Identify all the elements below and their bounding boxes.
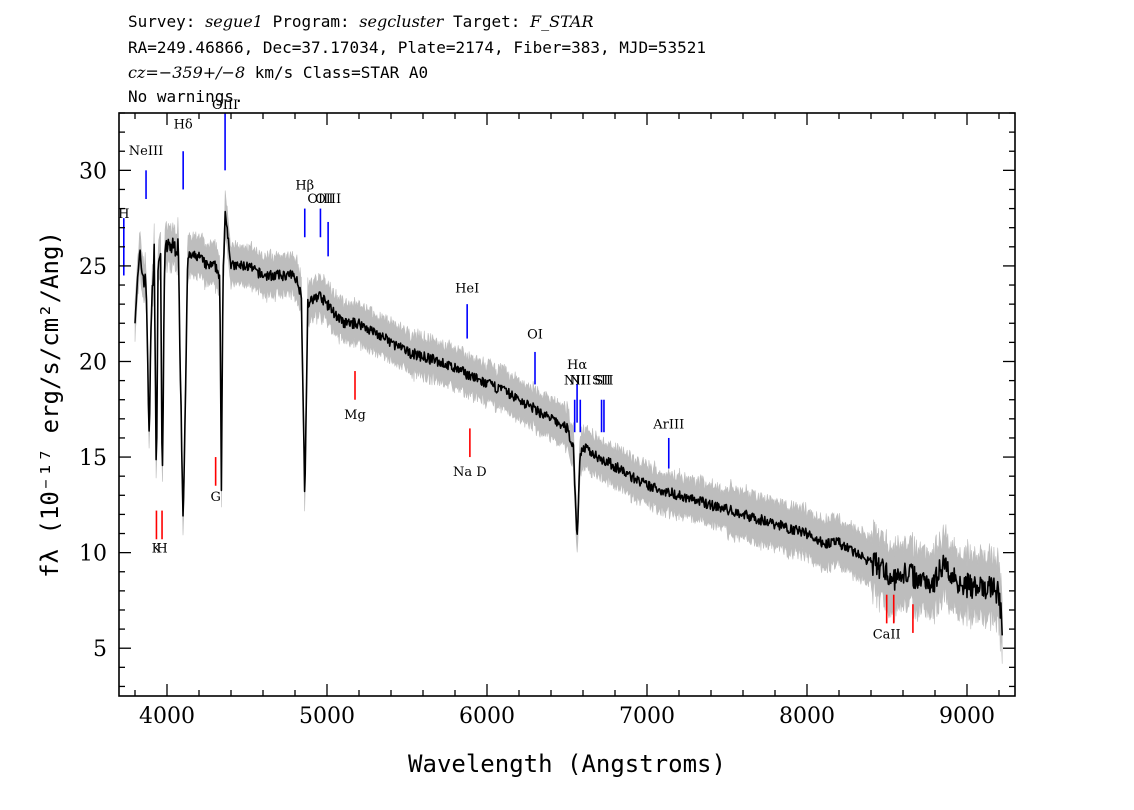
line-marker-label: ArIII [652, 417, 684, 432]
line-marker-label: H [118, 207, 129, 222]
axis-ticks: 4000 5000 6000 7000 8000 9000 5 10 15 20 25 30 [79, 112, 1015, 729]
line-marker-label: NII [569, 373, 591, 388]
target-value: F_STAR [530, 12, 594, 31]
line-marker-label: OIII [315, 192, 341, 207]
header-line-1: Survey: segue1 Program: segcluster Targe… [128, 12, 594, 32]
x-tick-label: 7000 [619, 704, 675, 729]
target-label: Target: [443, 12, 531, 31]
line-marker-label: NeIII [129, 144, 163, 159]
line-marker-label: Hα [567, 358, 587, 373]
y-tick-label: 25 [79, 255, 107, 280]
line-marker-label: SII [594, 373, 613, 388]
line-marker-label: Hδ [174, 117, 193, 132]
x-tick-label: 6000 [459, 704, 515, 729]
redshift-value: cz=−359+/−8 [128, 63, 246, 82]
x-tick-label: 5000 [299, 704, 355, 729]
program-label: Program: [262, 12, 360, 31]
survey-value: segue1 [205, 12, 263, 31]
survey-label: Survey: [128, 12, 206, 31]
y-tick-label: 15 [79, 446, 107, 471]
line-marker-label: G [210, 490, 220, 505]
line-marker-label: Na D [453, 465, 487, 480]
line-marker-label: Hβ [295, 178, 314, 193]
y-tick-label: 10 [79, 542, 107, 567]
line-marker-label: Mg [344, 408, 366, 423]
header-line-4: No warnings. [128, 87, 244, 106]
x-axis-label: Wavelength (Angstroms) [408, 750, 726, 778]
flux-layer [134, 210, 1003, 636]
line-marker-label: H [156, 542, 167, 557]
header-line-2: RA=249.46866, Dec=37.17034, Plate=2174, … [128, 38, 706, 57]
line-marker-label: NII [564, 373, 586, 388]
line-marker-label: OI [527, 328, 543, 343]
plot-frame [118, 112, 1016, 697]
x-tick-label: 4000 [139, 704, 195, 729]
line-marker-label: K [152, 542, 162, 557]
spectrum-header: Survey: segue1 Program: segcluster Targe… [0, 0, 1134, 112]
line-marker-label: OIII [307, 192, 333, 207]
error-band-area [134, 190, 1003, 664]
line-marker-label: SII [592, 373, 611, 388]
x-tick-label: 9000 [939, 704, 995, 729]
x-tick-label: 8000 [779, 704, 835, 729]
error-band [134, 190, 1003, 664]
line-marker-label: OIII [212, 98, 238, 113]
line-marker-label: CaII [873, 628, 901, 643]
program-value: segcluster [359, 12, 444, 31]
y-tick-label: 5 [93, 637, 107, 662]
y-tick-label: 30 [79, 159, 107, 184]
y-axis-label: fλ (10⁻¹⁷ erg/s/cm²/Ang) [36, 231, 64, 578]
y-tick-label: 20 [79, 350, 107, 375]
class-text: km/s Class=STAR A0 [245, 63, 429, 82]
flux-line [134, 210, 1003, 636]
header-line-3: cz=−359+/−8 km/s Class=STAR A0 [128, 63, 428, 83]
line-marker-label: HeI [455, 282, 479, 297]
